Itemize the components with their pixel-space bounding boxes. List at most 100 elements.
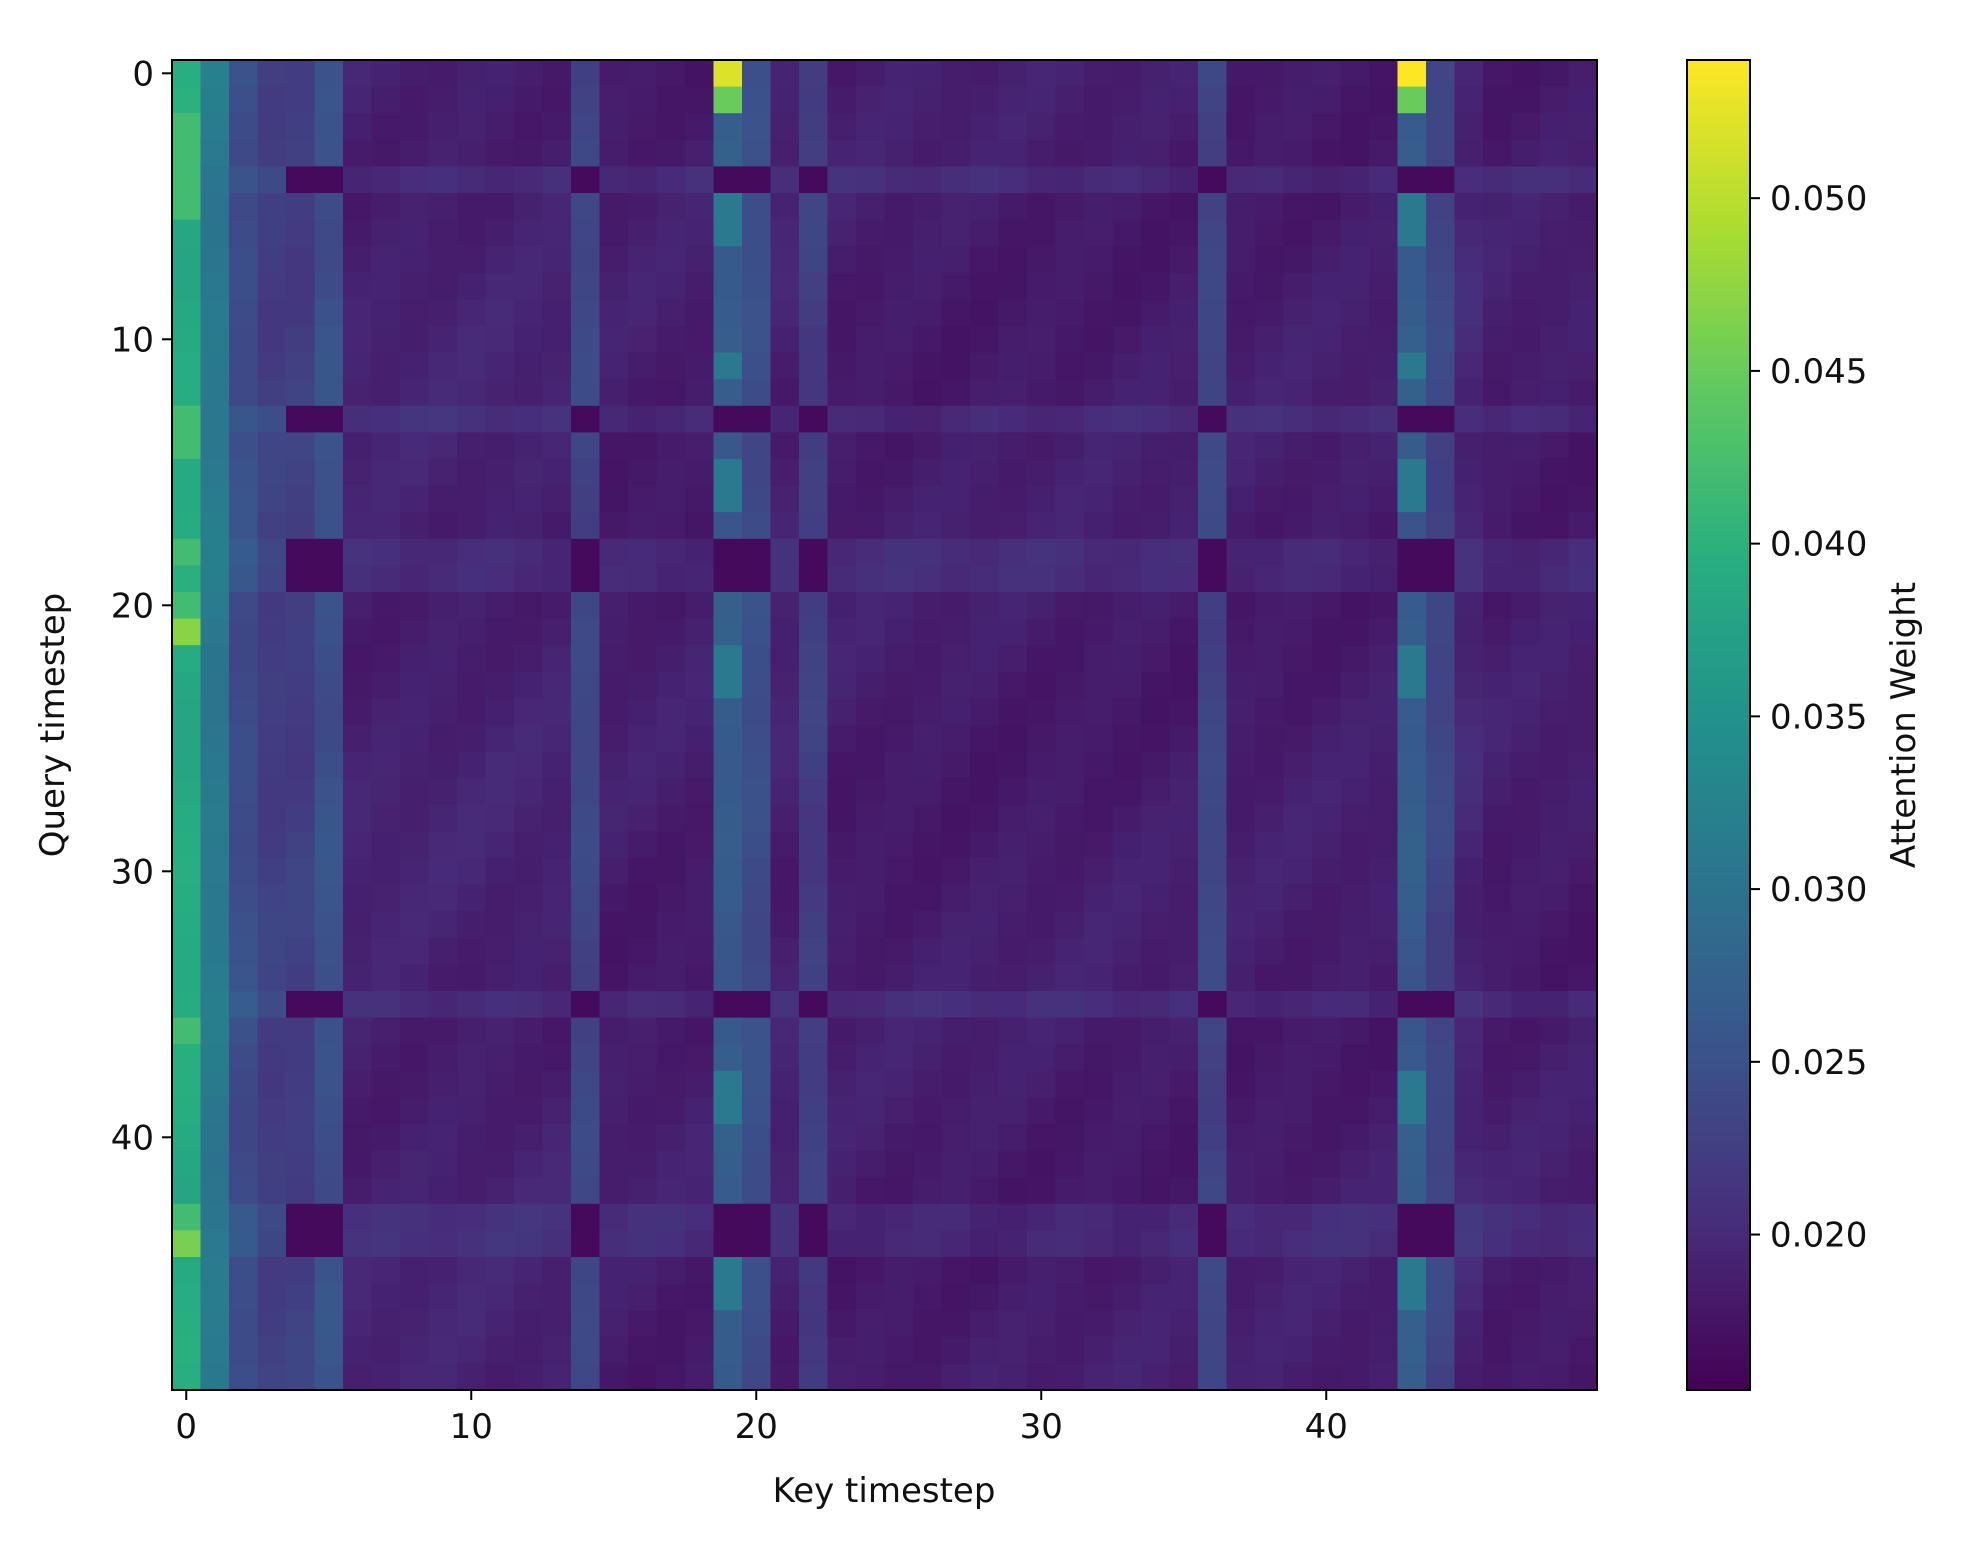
heatmap-cell bbox=[713, 1203, 743, 1231]
heatmap-cell bbox=[742, 1097, 772, 1125]
heatmap-cell bbox=[599, 86, 629, 114]
heatmap-cell bbox=[941, 193, 971, 221]
heatmap-cell bbox=[1426, 725, 1456, 753]
heatmap-cell bbox=[1255, 1017, 1285, 1045]
heatmap-cell bbox=[229, 778, 259, 806]
heatmap-cell bbox=[1483, 1124, 1513, 1152]
heatmap-cell bbox=[1084, 1336, 1114, 1364]
heatmap-cell bbox=[286, 1070, 316, 1098]
heatmap-cell bbox=[1454, 991, 1484, 1019]
heatmap-cell bbox=[1483, 1017, 1513, 1045]
heatmap-cell bbox=[884, 671, 914, 699]
heatmap-cell bbox=[1426, 964, 1456, 992]
heatmap-cell bbox=[1454, 592, 1484, 620]
heatmap-cell bbox=[1426, 1017, 1456, 1045]
heatmap-cell bbox=[1027, 831, 1057, 859]
heatmap-cell bbox=[1540, 432, 1570, 460]
heatmap-cell bbox=[428, 86, 458, 114]
heatmap-cell bbox=[685, 592, 715, 620]
heatmap-cell bbox=[1055, 1283, 1085, 1311]
heatmap-cell bbox=[1340, 592, 1370, 620]
heatmap-cell bbox=[856, 991, 886, 1019]
heatmap-cell bbox=[1283, 937, 1313, 965]
heatmap-cell bbox=[314, 326, 344, 354]
heatmap-cell bbox=[200, 139, 230, 167]
heatmap-cell bbox=[1397, 246, 1427, 274]
heatmap-cell bbox=[286, 1097, 316, 1125]
heatmap-cell bbox=[542, 219, 572, 247]
heatmap-cell bbox=[1084, 1070, 1114, 1098]
heatmap-cell bbox=[685, 751, 715, 779]
heatmap-cell bbox=[1226, 1124, 1256, 1152]
heatmap-cell bbox=[514, 1044, 544, 1072]
heatmap-cell bbox=[1226, 565, 1256, 593]
heatmap-cell bbox=[314, 1310, 344, 1338]
heatmap-cell bbox=[1084, 751, 1114, 779]
heatmap-cell bbox=[970, 911, 1000, 939]
heatmap-cell bbox=[371, 193, 401, 221]
heatmap-cell bbox=[1141, 858, 1171, 886]
heatmap-cell bbox=[428, 512, 458, 540]
heatmap-cell bbox=[1141, 645, 1171, 673]
heatmap-cell bbox=[343, 1070, 373, 1098]
heatmap-cell bbox=[1568, 166, 1598, 194]
heatmap-cell bbox=[770, 1310, 800, 1338]
heatmap-cell bbox=[514, 1230, 544, 1258]
heatmap-cell bbox=[571, 405, 601, 433]
heatmap-cell bbox=[1340, 538, 1370, 566]
heatmap-cell bbox=[1255, 538, 1285, 566]
heatmap-cell bbox=[229, 1257, 259, 1285]
heatmap-cell bbox=[172, 831, 202, 859]
heatmap-cell bbox=[428, 751, 458, 779]
heatmap-cell bbox=[514, 964, 544, 992]
heatmap-cell bbox=[542, 538, 572, 566]
heatmap-cell bbox=[1454, 193, 1484, 221]
heatmap-cell bbox=[884, 937, 914, 965]
heatmap-cell bbox=[1397, 379, 1427, 407]
heatmap-cell bbox=[428, 1017, 458, 1045]
heatmap-cell bbox=[970, 1017, 1000, 1045]
heatmap-cell bbox=[685, 858, 715, 886]
heatmap-cell bbox=[1084, 1257, 1114, 1285]
heatmap-cell bbox=[343, 1363, 373, 1391]
heatmap-cell bbox=[571, 166, 601, 194]
heatmap-cell bbox=[799, 166, 829, 194]
heatmap-cell bbox=[1198, 459, 1228, 487]
heatmap-cell bbox=[257, 193, 287, 221]
heatmap-cell bbox=[856, 432, 886, 460]
heatmap-cell bbox=[1369, 60, 1399, 88]
heatmap-cell bbox=[941, 246, 971, 274]
heatmap-cell bbox=[913, 1230, 943, 1258]
heatmap-cell bbox=[229, 1017, 259, 1045]
heatmap-cell bbox=[1340, 139, 1370, 167]
heatmap-cell bbox=[1312, 645, 1342, 673]
heatmap-cell bbox=[229, 592, 259, 620]
colorbar-tick-label: 0.020 bbox=[1770, 1216, 1867, 1256]
heatmap-cell bbox=[1141, 113, 1171, 141]
heatmap-cell bbox=[941, 299, 971, 327]
heatmap-cell bbox=[1055, 671, 1085, 699]
heatmap-cell bbox=[314, 751, 344, 779]
heatmap-cell bbox=[884, 272, 914, 300]
heatmap-cell bbox=[1454, 565, 1484, 593]
heatmap-cell bbox=[1426, 751, 1456, 779]
heatmap-cell bbox=[371, 1017, 401, 1045]
heatmap-cell bbox=[998, 1363, 1028, 1391]
heatmap-cell bbox=[1255, 86, 1285, 114]
heatmap-cell bbox=[1255, 1310, 1285, 1338]
heatmap-cell bbox=[1340, 405, 1370, 433]
heatmap-cell bbox=[1226, 1230, 1256, 1258]
heatmap-cell bbox=[656, 831, 686, 859]
heatmap-cell bbox=[1283, 219, 1313, 247]
heatmap-cell bbox=[1454, 1177, 1484, 1205]
heatmap-cell bbox=[1340, 671, 1370, 699]
heatmap-cell bbox=[1198, 379, 1228, 407]
heatmap-cell bbox=[998, 698, 1028, 726]
heatmap-cell bbox=[314, 1283, 344, 1311]
heatmap-cell bbox=[1540, 1283, 1570, 1311]
heatmap-cell bbox=[713, 86, 743, 114]
heatmap-cell bbox=[1397, 778, 1427, 806]
heatmap-cell bbox=[1055, 618, 1085, 646]
heatmap-cell bbox=[371, 60, 401, 88]
heatmap-cell bbox=[542, 1177, 572, 1205]
